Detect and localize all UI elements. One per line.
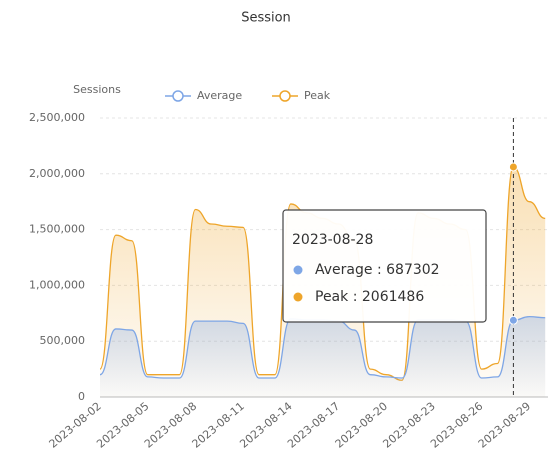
y-tick-label: 1,500,000 [29,223,85,236]
x-tick-label: 2023-08-29 [476,400,533,451]
tooltip-value: 2061486 [362,289,424,305]
hover-point [508,162,518,172]
tooltip-dot [293,265,303,275]
tooltip-sep: : [348,289,362,305]
legend-label: Average [197,89,242,102]
y-tick-label: 2,500,000 [29,111,85,124]
tooltip-value: 687302 [386,262,439,278]
tooltip-sep: : [373,262,387,278]
legend-icon [279,90,291,102]
tooltip-item: Peak : 2061486 [315,289,424,305]
hover-point [508,315,518,325]
legend-icon [172,90,184,102]
y-tick-label: 500,000 [40,334,86,347]
y-tick-label: 1,000,000 [29,278,85,291]
y-tick-label: 2,000,000 [29,167,85,180]
legend-label: Peak [304,89,331,102]
y-tick-label: 0 [78,390,85,403]
tooltip-name: Average [315,262,373,278]
tooltip-item: Average : 687302 [315,262,440,278]
y-axis-label: Sessions [73,83,121,96]
tooltip-dot [293,292,303,302]
tooltip-title: 2023-08-28 [292,232,373,248]
area [100,316,546,397]
tooltip [282,209,487,323]
tooltip-name: Peak [315,289,349,305]
chart-title: Session [241,11,291,26]
